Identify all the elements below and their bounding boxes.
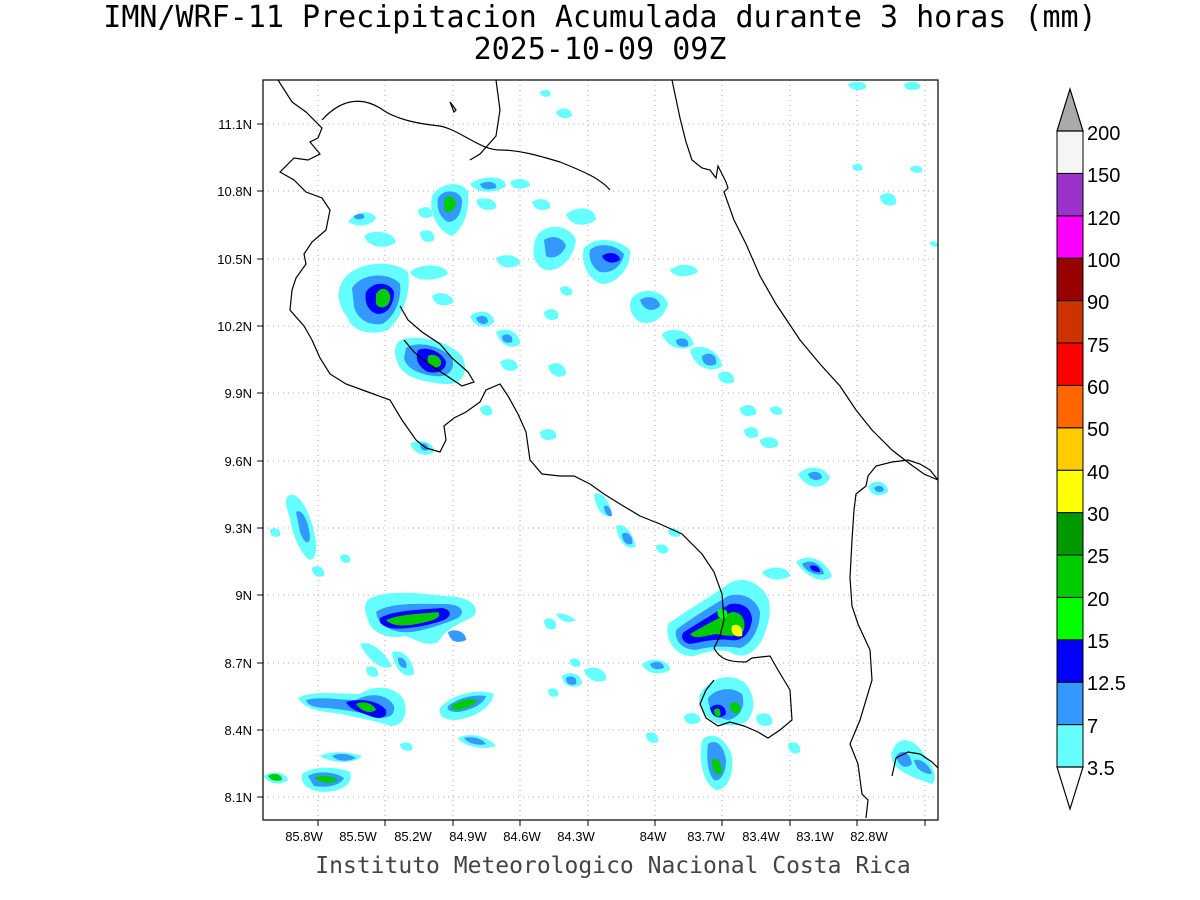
legend-label: 15 bbox=[1087, 631, 1109, 653]
legend-color-box bbox=[1056, 639, 1084, 683]
lat-label: 9.9N bbox=[225, 386, 252, 401]
legend-label: 7 bbox=[1087, 716, 1098, 738]
legend-label: 150 bbox=[1087, 165, 1120, 187]
latitude-labels: 11.1N 10.8N 10.5N 10.2N 9.9N 9.6N 9.3N 9… bbox=[217, 117, 252, 805]
credit-line: Instituto Meteorologico Nacional Costa R… bbox=[315, 853, 911, 879]
lat-label: 11.1N bbox=[218, 117, 252, 132]
legend-color-box bbox=[1056, 469, 1084, 514]
burica-coast bbox=[891, 751, 938, 777]
lon-label: 83.1W bbox=[796, 829, 834, 844]
legend-label: 25 bbox=[1087, 546, 1109, 568]
precip-cell-san-carlos bbox=[533, 226, 576, 271]
legend-max-arrow bbox=[1056, 86, 1084, 132]
lon-label: 85.8W bbox=[285, 829, 323, 844]
legend-color-box bbox=[1056, 215, 1084, 259]
legend-color-box bbox=[1056, 681, 1084, 726]
lat-label: 8.1N bbox=[225, 790, 252, 805]
legend-color-box bbox=[1056, 427, 1084, 471]
lat-label: 8.7N bbox=[225, 656, 252, 671]
legend-label: 12.5 bbox=[1087, 673, 1126, 695]
coastlines-and-borders bbox=[277, 80, 938, 819]
legend-label: 60 bbox=[1087, 377, 1109, 399]
legend-color-box bbox=[1056, 257, 1084, 302]
nicaragua-border bbox=[277, 80, 725, 649]
precip-cell-limon bbox=[798, 467, 830, 487]
longitude-labels: 85.8W 85.5W 85.2W 84.9W 84.6W 84.3W 84W … bbox=[285, 829, 888, 844]
precip-cell-guapiles bbox=[630, 290, 668, 324]
lat-label: 8.4N bbox=[225, 723, 252, 738]
precip-cell-talamanca bbox=[796, 557, 832, 580]
legend-label: 90 bbox=[1087, 292, 1109, 314]
precipitation-field bbox=[264, 81, 938, 792]
map-grid bbox=[263, 80, 938, 820]
panama-border bbox=[849, 459, 938, 819]
legend-label: 50 bbox=[1087, 419, 1109, 441]
longitude-axis bbox=[317, 820, 926, 826]
lon-label: 84.6W bbox=[503, 829, 541, 844]
precip-cell-quepos-offshore bbox=[439, 691, 494, 720]
legend-label: 3.5 bbox=[1087, 758, 1115, 780]
lat-label: 9N bbox=[235, 588, 252, 603]
lon-label: 82.8W bbox=[850, 829, 888, 844]
nicaragua-lake-shore bbox=[321, 100, 611, 191]
legend-label: 40 bbox=[1087, 462, 1109, 484]
legend-color-box bbox=[1056, 384, 1084, 429]
legend-color-box bbox=[1056, 130, 1084, 174]
lon-label: 84W bbox=[640, 829, 667, 844]
map-title: IMN/WRF-11 Precipitacion Acumulada duran… bbox=[103, 0, 1097, 35]
precip-cell-pacific-offshore-central bbox=[365, 592, 476, 644]
legend-label: 30 bbox=[1087, 504, 1109, 526]
precip-cell-nicoya-north bbox=[338, 263, 409, 333]
legend-label: 200 bbox=[1087, 123, 1120, 145]
precip-cell-nicoya-gulf bbox=[395, 337, 466, 385]
map-frame bbox=[262, 79, 939, 821]
lon-label: 84.9W bbox=[449, 829, 487, 844]
legend-labels: 3.5 7 12.5 15 20 25 30 40 50 60 75 90 10… bbox=[1087, 123, 1126, 780]
lon-label: 83.7W bbox=[687, 829, 725, 844]
nicoya-gulf-coast bbox=[399, 305, 475, 387]
lat-label: 10.8N bbox=[217, 184, 252, 199]
precip-cell-far-southwest bbox=[301, 767, 351, 792]
legend-color-box bbox=[1056, 554, 1084, 598]
precip-cell-sarapiqui bbox=[582, 239, 631, 284]
map-valid-time: 2025-10-09 09Z bbox=[473, 32, 727, 67]
lat-label: 10.2N bbox=[217, 319, 252, 334]
lat-label: 9.3N bbox=[225, 521, 252, 536]
precip-cell-pacific-offshore-south bbox=[298, 687, 406, 726]
legend-label: 100 bbox=[1087, 250, 1120, 272]
lon-label: 85.5W bbox=[339, 829, 377, 844]
legend-min-arrow bbox=[1056, 766, 1084, 812]
precip-cell-upala bbox=[431, 184, 469, 236]
precip-cell-osa bbox=[699, 677, 754, 726]
legend-label: 120 bbox=[1087, 208, 1120, 230]
island bbox=[449, 101, 457, 114]
legend-label: 20 bbox=[1087, 589, 1109, 611]
legend-color-boxes bbox=[1056, 130, 1084, 768]
legend-color-box bbox=[1056, 300, 1084, 344]
lon-label: 83.4W bbox=[742, 829, 780, 844]
legend-color-box bbox=[1056, 342, 1084, 386]
precip-cell-dominical bbox=[667, 579, 770, 657]
osa-peninsula bbox=[699, 647, 793, 739]
legend-color-box bbox=[1056, 596, 1084, 641]
lat-label: 9.6N bbox=[225, 454, 252, 469]
legend-color-box bbox=[1056, 172, 1084, 217]
lat-label: 10.5N bbox=[217, 252, 252, 267]
precip-cell-golfo-dulce bbox=[700, 735, 733, 790]
caribbean-coast bbox=[469, 80, 938, 481]
legend-color-box bbox=[1056, 512, 1084, 556]
precip-cell-pacific-offshore-west bbox=[285, 494, 317, 560]
legend-label: 75 bbox=[1087, 335, 1109, 357]
latitude-axis bbox=[257, 123, 263, 798]
legend-color-box bbox=[1056, 724, 1084, 768]
lon-label: 85.2W bbox=[394, 829, 432, 844]
lon-label: 84.3W bbox=[557, 829, 595, 844]
